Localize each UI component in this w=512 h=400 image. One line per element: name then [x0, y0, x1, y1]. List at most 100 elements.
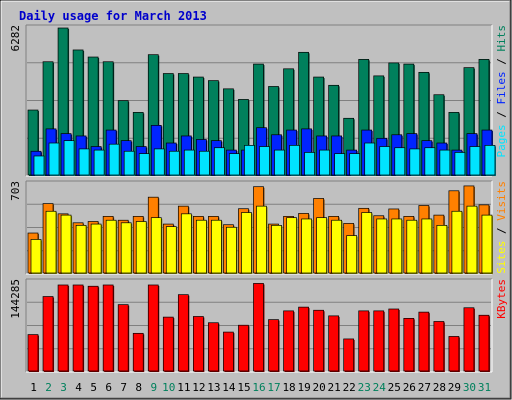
legend-hits: Hits	[495, 25, 508, 52]
bar-pages-day-9	[153, 148, 165, 176]
day-label-22: 22	[343, 381, 356, 394]
bar-pages-day-4	[78, 148, 90, 176]
bar-sites-day-17	[271, 225, 282, 274]
bar-kbytes-day-23	[358, 310, 370, 372]
day-label-2: 2	[45, 381, 52, 394]
pages-files-hits-panel	[25, 24, 496, 177]
pages-files-hits-ymax-label: 6282	[9, 25, 22, 52]
day-label-30: 30	[463, 381, 476, 394]
bar-sites-day-6	[105, 219, 117, 274]
bar-pages-day-20	[319, 149, 330, 176]
sites-visits-legend-label: Sites / Visits	[495, 181, 508, 274]
day-label-7: 7	[120, 381, 127, 394]
bar-pages-day-22	[349, 153, 361, 176]
pages-files-hits-legend-label: Pages / Files / Hits	[495, 25, 508, 158]
day-labels: 1 2 3 4 5 6 7 8 9 10 11 12 13 14 15 16 17 18 19 20 21 22 23 24 2…	[30, 381, 491, 394]
day-label-5: 5	[90, 381, 97, 394]
bar-kbytes-day-29	[448, 336, 460, 372]
bar-kbytes-day-22	[343, 338, 355, 372]
bar-sites-day-2	[45, 210, 57, 274]
bar-sites-day-3	[60, 214, 72, 274]
bar-pages-day-3	[63, 140, 75, 176]
bar-kbytes-day-25	[388, 308, 400, 372]
legend-pages: Pages	[495, 124, 508, 157]
bar-pages-day-12	[199, 150, 210, 176]
day-label-3: 3	[60, 381, 67, 394]
bar-kbytes-day-6	[102, 284, 114, 372]
bar-kbytes-day-21	[328, 315, 339, 372]
bar-pages-day-10	[168, 150, 180, 176]
bar-sites-day-15	[241, 212, 252, 274]
bar-kbytes-day-5	[87, 285, 99, 372]
bar-kbytes-day-10	[162, 316, 174, 372]
bar-sites-day-31	[481, 214, 493, 274]
legend-sites: Sites	[495, 241, 508, 274]
day-label-10: 10	[162, 381, 175, 394]
bar-sites-day-21	[331, 219, 342, 274]
bar-kbytes-day-1	[27, 334, 39, 372]
day-label-24: 24	[373, 381, 387, 394]
day-label-8: 8	[135, 381, 142, 394]
sites-visits-ymax-label: 703	[9, 181, 22, 201]
bar-sites-day-16	[256, 205, 267, 274]
bar-pages-day-5	[93, 149, 105, 176]
bar-kbytes-day-30	[463, 307, 475, 372]
bar-pages-day-16	[259, 146, 270, 176]
day-label-19: 19	[297, 381, 310, 394]
bar-sites-day-18	[286, 217, 297, 274]
day-label-27: 27	[418, 381, 431, 394]
legend-kbytes: KBytes	[495, 279, 508, 319]
bar-pages-day-31	[484, 145, 496, 176]
day-label-21: 21	[328, 381, 341, 394]
day-label-1: 1	[30, 381, 37, 394]
bar-sites-day-8	[135, 221, 147, 274]
bar-sites-day-9	[150, 217, 162, 274]
kbytes-panel	[25, 278, 493, 373]
day-label-26: 26	[403, 381, 416, 394]
bar-kbytes-day-12	[193, 316, 204, 372]
bar-kbytes-day-8	[132, 332, 144, 372]
bar-sites-day-24	[376, 218, 388, 274]
bar-kbytes-day-13	[208, 322, 219, 372]
bar-kbytes-day-26	[403, 318, 415, 372]
day-label-29: 29	[448, 381, 461, 394]
bar-pages-day-17	[274, 149, 285, 176]
bar-sites-day-30	[466, 205, 478, 274]
kbytes-ymax-label: 144285	[9, 279, 22, 319]
bar-pages-day-11	[183, 149, 195, 176]
day-label-12: 12	[192, 381, 205, 394]
bar-pages-day-2	[48, 142, 60, 176]
legend-files: Files	[495, 71, 508, 104]
bar-kbytes-day-7	[117, 304, 129, 372]
day-label-25: 25	[388, 381, 401, 394]
bar-sites-day-4	[75, 225, 87, 274]
sites-visits-panel	[25, 180, 493, 275]
bar-pages-day-15	[244, 145, 255, 176]
bar-kbytes-day-19	[298, 306, 309, 372]
bar-sites-day-20	[316, 217, 327, 274]
day-label-4: 4	[75, 381, 82, 394]
bar-kbytes-day-11	[177, 294, 189, 372]
bar-pages-day-19	[304, 152, 315, 176]
bar-sites-day-11	[180, 213, 192, 274]
bar-kbytes-day-18	[283, 310, 294, 372]
day-label-18: 18	[282, 381, 295, 394]
bar-kbytes-day-17	[268, 319, 279, 372]
bar-sites-day-25	[391, 218, 403, 274]
bar-sites-day-14	[226, 226, 237, 274]
bar-sites-day-1	[30, 239, 42, 274]
day-label-14: 14	[222, 381, 236, 394]
bar-pages-day-26	[409, 148, 421, 176]
bar-kbytes-day-27	[418, 311, 430, 372]
day-label-13: 13	[207, 381, 220, 394]
legend-separator: /	[495, 221, 508, 241]
day-label-17: 17	[267, 381, 280, 394]
bar-pages-day-23	[364, 142, 376, 176]
bar-pages-day-27	[424, 147, 436, 176]
bar-kbytes-day-28	[433, 321, 445, 372]
day-label-11: 11	[177, 381, 190, 394]
bar-pages-day-24	[379, 146, 391, 176]
day-label-15: 15	[237, 381, 250, 394]
bar-pages-day-28	[439, 149, 451, 176]
